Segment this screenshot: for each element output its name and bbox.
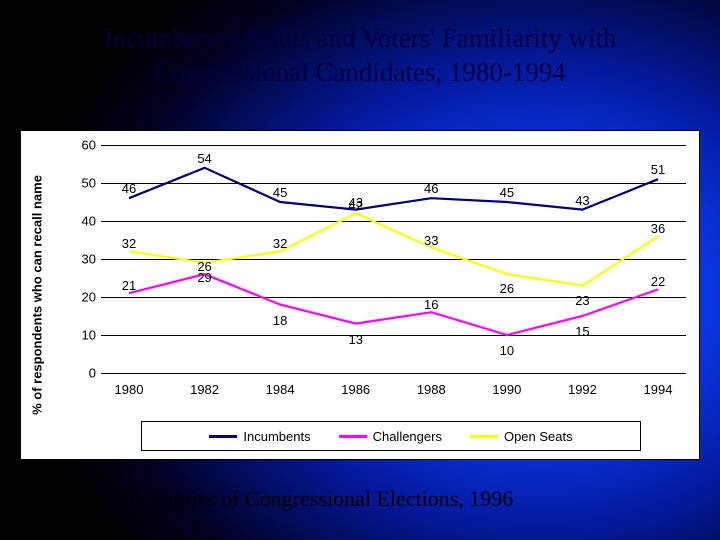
citation: Jacobsen, The Politics of Congressional … — [20, 486, 513, 512]
y-axis-label: % of respondents who can recall name — [30, 145, 45, 445]
data-label: 16 — [424, 297, 438, 312]
chart-lines — [101, 145, 686, 373]
data-label: 13 — [348, 332, 362, 347]
data-label: 45 — [273, 185, 287, 200]
data-label: 23 — [575, 293, 589, 308]
data-label: 21 — [122, 278, 136, 293]
legend-swatch — [209, 435, 237, 438]
data-label: 46 — [424, 181, 438, 196]
chart-container: % of respondents who can recall name 010… — [20, 130, 700, 460]
slide-title: Incumbency Status and Voters' Familiarit… — [50, 22, 670, 90]
y-tick-label: 0 — [71, 366, 96, 381]
title-line-2: Congressional Candidates, 1980-1994 — [154, 57, 566, 87]
y-tick-label: 20 — [71, 290, 96, 305]
y-tick-label: 60 — [71, 138, 96, 153]
data-label: 51 — [651, 162, 665, 177]
data-label: 46 — [122, 181, 136, 196]
x-tick-label: 1994 — [644, 382, 673, 397]
gridline — [101, 373, 686, 374]
data-label: 33 — [424, 233, 438, 248]
data-label: 43 — [575, 193, 589, 208]
legend-label: Incumbents — [243, 429, 310, 444]
data-label: 22 — [651, 274, 665, 289]
plot-area: 0102030405060198019821984198619881990199… — [101, 145, 686, 373]
x-tick-label: 1980 — [115, 382, 144, 397]
x-tick-label: 1988 — [417, 382, 446, 397]
data-label: 45 — [500, 185, 514, 200]
y-tick-label: 10 — [71, 328, 96, 343]
data-label: 32 — [273, 236, 287, 251]
x-tick-label: 1984 — [266, 382, 295, 397]
data-label: 26 — [500, 281, 514, 296]
data-label: 54 — [197, 151, 211, 166]
legend-item-incumbents: Incumbents — [209, 429, 310, 444]
legend-item-challengers: Challengers — [339, 429, 442, 444]
y-tick-label: 40 — [71, 214, 96, 229]
x-tick-label: 1986 — [341, 382, 370, 397]
legend-swatch — [470, 435, 498, 438]
x-tick-label: 1990 — [492, 382, 521, 397]
y-tick-label: 30 — [71, 252, 96, 267]
title-line-1: Incumbency Status and Voters' Familiarit… — [103, 23, 616, 53]
data-label: 10 — [500, 343, 514, 358]
y-tick-label: 50 — [71, 176, 96, 191]
legend-item-open-seats: Open Seats — [470, 429, 573, 444]
legend: Incumbents Challengers Open Seats — [141, 421, 641, 451]
data-label: 42 — [348, 198, 362, 213]
x-tick-label: 1982 — [190, 382, 219, 397]
x-tick-label: 1992 — [568, 382, 597, 397]
data-label: 36 — [651, 221, 665, 236]
legend-label: Open Seats — [504, 429, 573, 444]
legend-label: Challengers — [373, 429, 442, 444]
legend-swatch — [339, 435, 367, 438]
data-label: 15 — [575, 324, 589, 339]
data-label: 18 — [273, 313, 287, 328]
data-label: 32 — [122, 236, 136, 251]
data-label: 29 — [197, 270, 211, 285]
